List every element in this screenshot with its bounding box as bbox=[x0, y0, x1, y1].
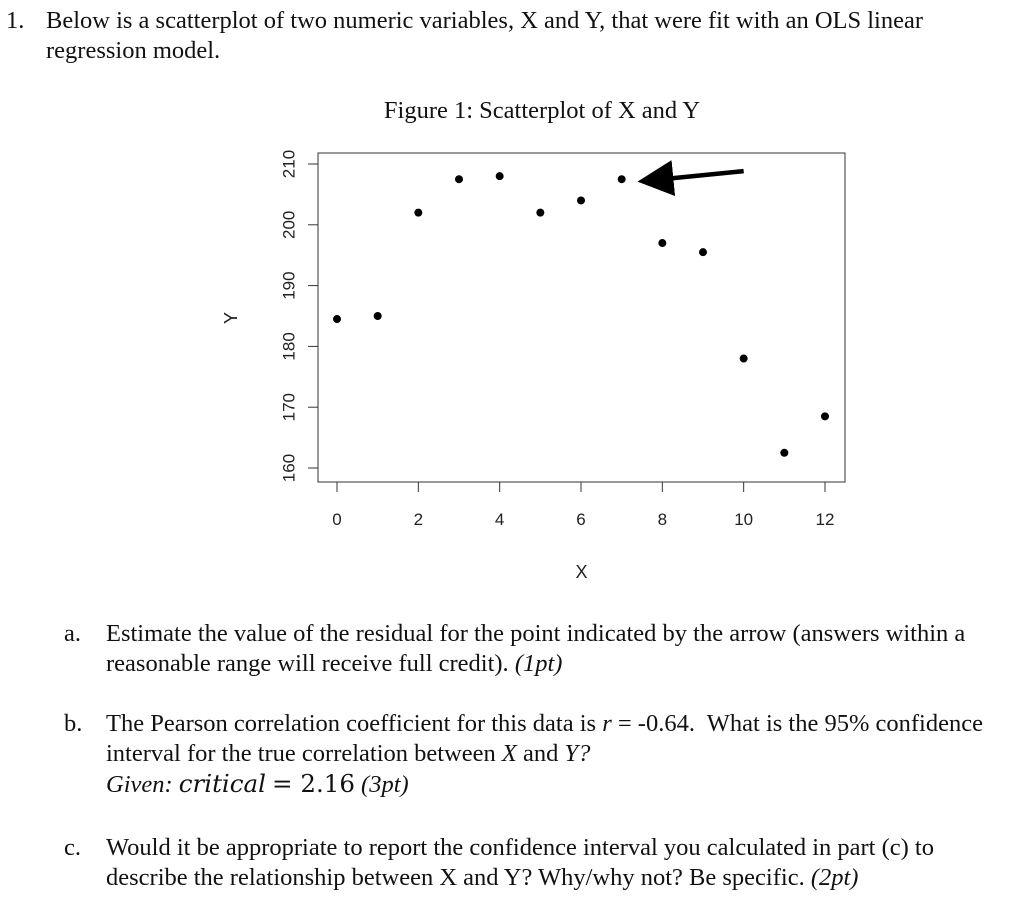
x-tick-label: 2 bbox=[414, 510, 423, 529]
part-b-points: (3pt) bbox=[361, 771, 409, 798]
data-point bbox=[780, 448, 789, 457]
data-point bbox=[495, 172, 504, 181]
figure-title: Figure 1: Scatterplot of X and Y bbox=[383, 97, 701, 124]
data-point bbox=[536, 208, 545, 217]
x-tick-label: 12 bbox=[816, 510, 835, 529]
data-point bbox=[414, 208, 423, 217]
part-c-text: Would it be appropriate to report the co… bbox=[106, 834, 934, 891]
question-number: 1. bbox=[6, 7, 25, 34]
part-a-letter: a. bbox=[64, 620, 81, 647]
x-tick-label: 10 bbox=[734, 510, 753, 529]
part-c-points: (2pt) bbox=[810, 864, 859, 891]
y-tick-label: 160 bbox=[280, 454, 299, 482]
data-point bbox=[577, 196, 585, 205]
data-point bbox=[373, 312, 382, 320]
x-axis: 0 2 4 6 8 10 12 bbox=[332, 481, 835, 529]
x-tick-label: 6 bbox=[576, 510, 585, 529]
y-tick-label: 200 bbox=[280, 211, 299, 239]
part-b-x-var: X bbox=[501, 740, 517, 767]
part-b-r-symbol: r bbox=[602, 710, 612, 737]
part-a-points: (1pt) bbox=[514, 650, 563, 677]
part-c-letter: c. bbox=[64, 834, 81, 861]
x-axis-label: X bbox=[575, 562, 587, 582]
scatterplot: 0 2 4 6 8 10 12 160 170 180 190 200 210 X Y bbox=[221, 150, 846, 582]
data-point bbox=[739, 354, 748, 363]
part-b-critical-value: = 2.16 bbox=[272, 769, 355, 798]
part-b-text-1: The Pearson correlation coefficient for … bbox=[106, 710, 597, 737]
question-text: Below is a scatterplot of two numeric va… bbox=[46, 7, 923, 64]
part-b-given-label: Given: bbox=[106, 771, 173, 798]
data-point bbox=[821, 412, 829, 421]
data-point bbox=[333, 315, 341, 324]
arrow-indicator bbox=[637, 160, 744, 197]
part-b-and: and bbox=[523, 740, 559, 767]
data-point bbox=[455, 175, 463, 184]
x-tick-label: 4 bbox=[495, 510, 504, 529]
part-b-letter: b. bbox=[64, 710, 83, 737]
part-b-y-var: Y? bbox=[564, 740, 591, 767]
y-tick-label: 190 bbox=[280, 271, 299, 299]
y-tick-label: 210 bbox=[280, 150, 299, 178]
x-tick-label: 0 bbox=[332, 510, 341, 529]
data-points bbox=[333, 172, 829, 457]
y-tick-label: 180 bbox=[280, 332, 299, 360]
data-point bbox=[658, 239, 667, 248]
y-axis-label: Y bbox=[221, 312, 241, 324]
y-axis: 160 170 180 190 200 210 bbox=[280, 150, 319, 482]
part-b-critical-label: critical bbox=[178, 769, 266, 798]
part-a-text: Estimate the value of the residual for t… bbox=[106, 620, 966, 677]
data-point bbox=[617, 175, 626, 184]
part-b-r-value: = -0.64. bbox=[617, 710, 695, 737]
y-tick-label: 170 bbox=[280, 393, 299, 421]
part-b-text-2: What is the 95% confidence interval for … bbox=[106, 710, 983, 767]
x-tick-label: 8 bbox=[658, 510, 667, 529]
data-point bbox=[699, 248, 707, 257]
